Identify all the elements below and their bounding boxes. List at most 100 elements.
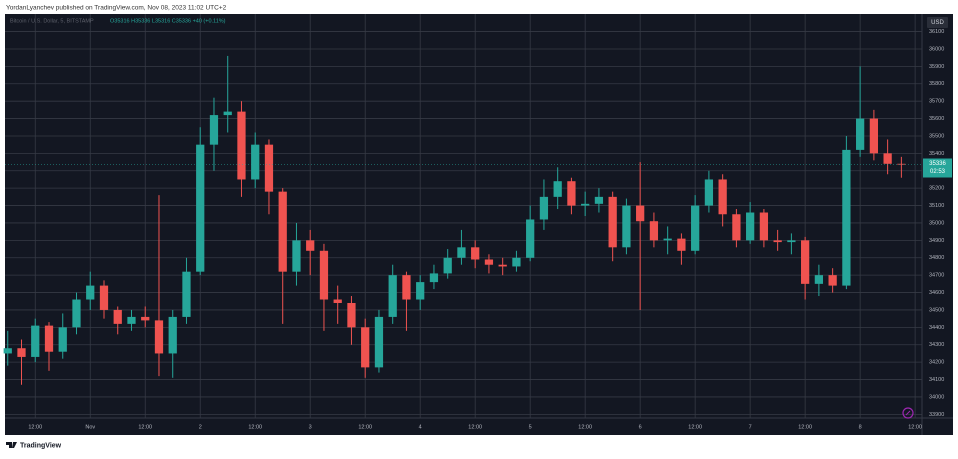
- y-tick-label: 34800: [929, 255, 944, 261]
- x-tick-label: 12:00: [468, 424, 482, 430]
- y-tick-label: 35100: [929, 203, 944, 209]
- candle-body: [787, 240, 796, 243]
- candle-body: [196, 144, 205, 272]
- candle-body: [429, 273, 439, 283]
- candle-body: [608, 196, 617, 248]
- candle-body: [292, 240, 301, 272]
- candle-body: [842, 149, 851, 286]
- x-tick-label: 3: [309, 424, 312, 430]
- candle-body: [86, 285, 95, 300]
- grid: [5, 14, 922, 418]
- candle-body: [264, 144, 274, 192]
- y-tick-label: 35200: [929, 186, 944, 192]
- candle-body: [333, 299, 342, 303]
- candle-body: [31, 325, 40, 357]
- candle-body: [237, 111, 246, 180]
- y-tick-label: 34200: [929, 360, 944, 366]
- candle-body: [704, 179, 714, 206]
- candle-body: [388, 275, 397, 317]
- candle-body: [347, 302, 356, 328]
- candle-body: [58, 327, 67, 352]
- candle-body: [649, 221, 659, 241]
- candle-body: [718, 179, 727, 215]
- candle-body: [402, 275, 411, 300]
- candle-body: [374, 316, 384, 368]
- candle-body: [677, 238, 686, 251]
- candle-body: [361, 327, 370, 368]
- candle-body: [773, 240, 782, 243]
- candle-body: [141, 316, 150, 321]
- candle-body: [759, 212, 769, 241]
- y-tick-label: 35600: [929, 116, 944, 122]
- candle-body: [3, 348, 12, 354]
- candle-body: [17, 348, 26, 357]
- candle-body: [223, 111, 232, 116]
- candle-body: [72, 299, 81, 328]
- candle-body: [539, 196, 549, 220]
- candle-body: [581, 203, 590, 206]
- candle-body: [512, 257, 521, 267]
- candle-body: [99, 285, 109, 310]
- candle-body: [663, 238, 672, 241]
- candle-body: [869, 118, 879, 154]
- candle-body: [622, 205, 631, 248]
- y-tick-label: 35400: [929, 151, 944, 157]
- last-price-box: [923, 158, 952, 178]
- y-tick-label: 35900: [929, 64, 944, 70]
- x-tick-label: 2: [199, 424, 202, 430]
- candles: [3, 55, 906, 385]
- y-tick-label: 36100: [929, 29, 944, 35]
- currency-box: [927, 17, 948, 28]
- y-tick-label: 34900: [929, 238, 944, 244]
- x-tick-label: 12:00: [578, 424, 592, 430]
- brand-name: TradingView: [20, 442, 62, 449]
- candle-body: [471, 247, 480, 260]
- candle-body: [553, 181, 562, 197]
- candle-body: [319, 250, 329, 300]
- y-tick-label: 34600: [929, 290, 944, 296]
- candle-body: [154, 320, 164, 354]
- candle-body: [636, 205, 645, 222]
- x-tick-label: Nov: [85, 424, 95, 430]
- x-tick-label: 5: [529, 424, 532, 430]
- candle-body: [127, 316, 136, 324]
- candle-body: [732, 214, 741, 241]
- candle-body: [814, 275, 824, 284]
- candle-body: [182, 271, 191, 317]
- candle-body: [168, 316, 177, 354]
- x-tick-label: 4: [419, 424, 422, 430]
- y-tick-label: 34700: [929, 273, 944, 279]
- chart-background: [5, 14, 953, 435]
- candle-body: [567, 181, 576, 206]
- alert-icon-stroke: [905, 410, 911, 416]
- candle-body: [484, 259, 494, 265]
- x-tick-label: 12:00: [688, 424, 702, 430]
- candle-body: [691, 205, 700, 251]
- candle-body: [443, 257, 452, 274]
- x-tick-label: 12:00: [358, 424, 372, 430]
- candle-body: [746, 212, 755, 241]
- x-tick-label: 12:00: [798, 424, 812, 430]
- y-tick-label: 34300: [929, 342, 944, 348]
- candle-body: [457, 247, 466, 258]
- y-tick-label: 35500: [929, 133, 944, 139]
- publisher-line: YordanLyanchev published on TradingView.…: [6, 5, 227, 12]
- x-tick-label: 12:00: [908, 424, 922, 430]
- y-tick-label: 35800: [929, 81, 944, 87]
- candle-body: [44, 325, 54, 352]
- candle-body: [278, 191, 287, 272]
- y-tick-label: 33900: [929, 412, 944, 418]
- candle-body: [209, 115, 219, 145]
- countdown-label: 02:53: [930, 169, 946, 175]
- ohlc-info: O35316 H35336 L35316 C35336 +40 (+0.11%): [110, 18, 226, 24]
- brand-logo: [6, 442, 17, 448]
- x-tick-label: 7: [749, 424, 752, 430]
- candle-body: [594, 196, 604, 204]
- alert-icon[interactable]: [902, 407, 914, 419]
- y-tick-label: 35700: [929, 99, 944, 105]
- y-tick-label: 35000: [929, 220, 944, 226]
- candle-body: [306, 240, 315, 251]
- x-tick-label: 6: [639, 424, 642, 430]
- candle-body: [883, 153, 892, 164]
